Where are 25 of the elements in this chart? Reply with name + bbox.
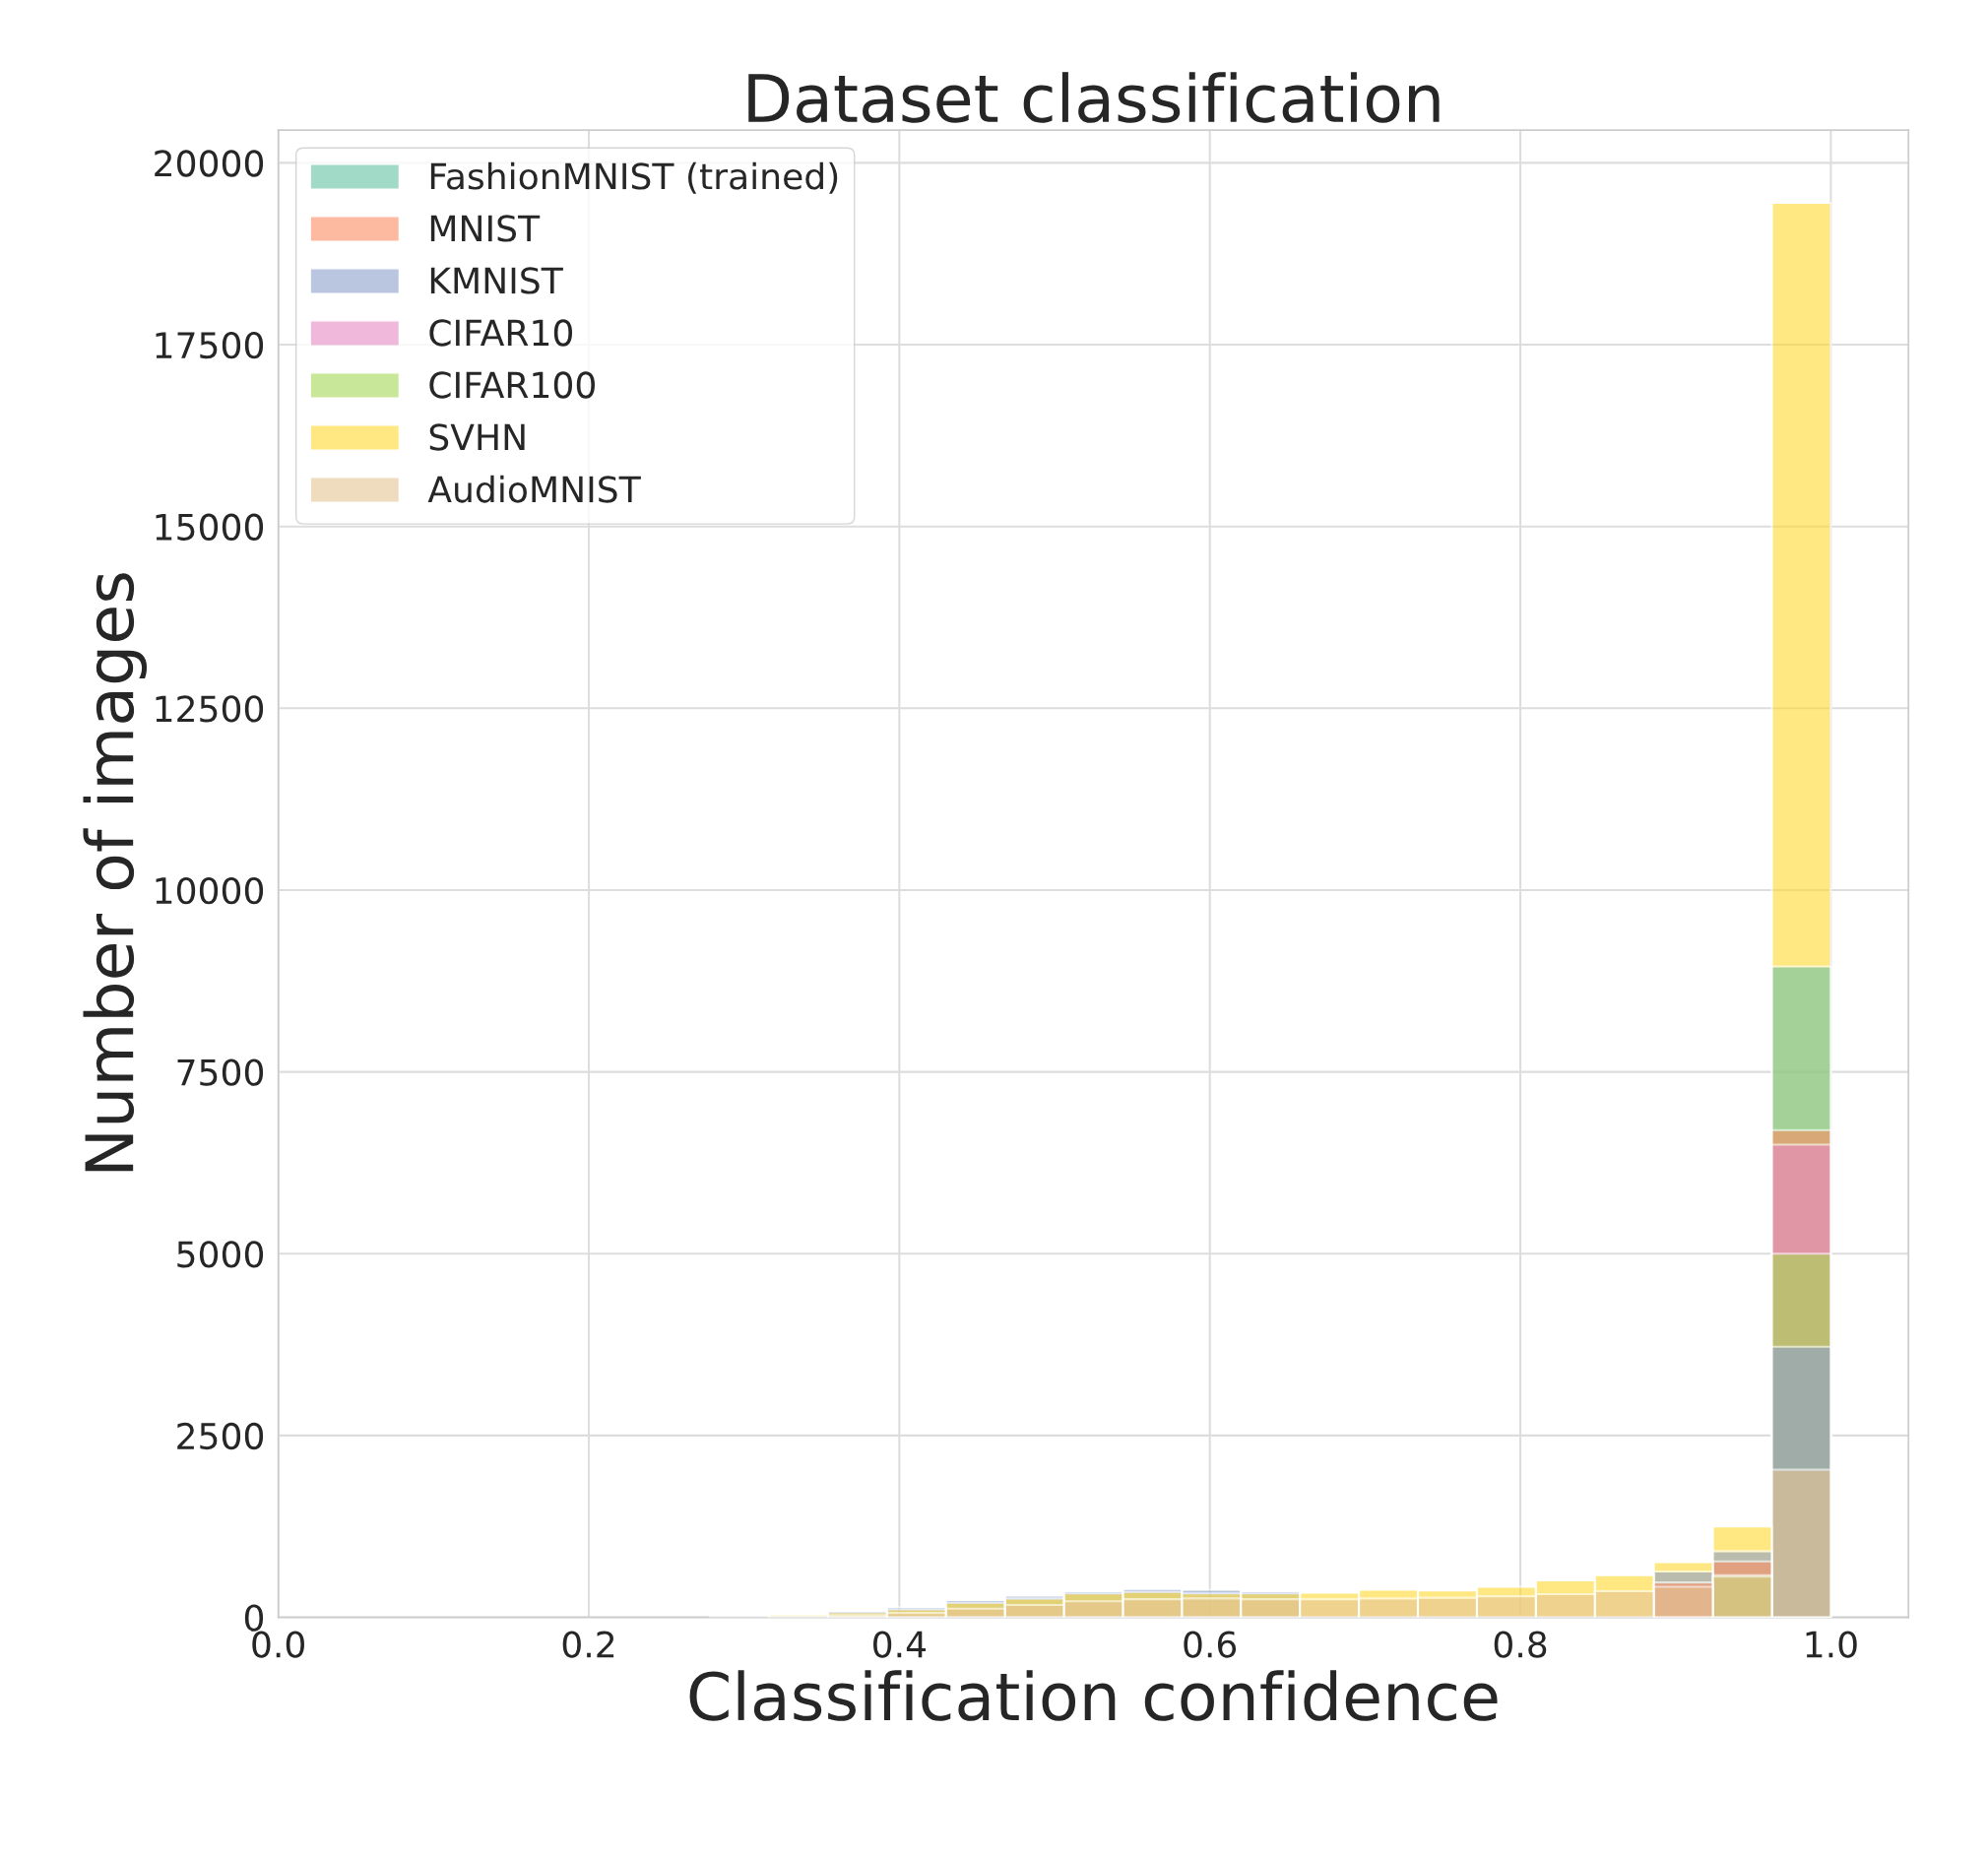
y-tick-label: 12500 xyxy=(156,695,264,723)
chart-title: Dataset classification xyxy=(748,72,1440,123)
legend-label: KMNIST xyxy=(430,267,563,294)
y-tick-label: 2500 xyxy=(177,1422,264,1450)
x-tick-label: 0.6 xyxy=(1184,1631,1237,1658)
x-tick-label: 0.0 xyxy=(252,1631,304,1658)
y-tick-label: 0 xyxy=(244,1604,264,1632)
legend-label: FashionMNIST (trained) xyxy=(430,161,838,194)
y-tick-label: 5000 xyxy=(177,1241,264,1268)
y-tick-label: 7500 xyxy=(177,1058,264,1086)
x-axis-title: Classification confidence xyxy=(689,1670,1498,1721)
x-tick-label: 0.4 xyxy=(873,1631,927,1658)
y-tick-label: 15000 xyxy=(156,513,264,541)
x-tick-label: 0.2 xyxy=(562,1631,614,1658)
y-tick-label: 17500 xyxy=(156,331,264,359)
legend-label: SVHN xyxy=(429,423,525,451)
legend-label: CIFAR100 xyxy=(429,371,595,399)
legend-label: CIFAR10 xyxy=(429,319,573,347)
x-tick-label: 0.8 xyxy=(1494,1631,1547,1658)
y-axis-title: Number of images xyxy=(83,573,148,1172)
legend-label: AudioMNIST xyxy=(427,475,641,503)
y-tick-label: 10000 xyxy=(156,876,264,905)
y-tick-label: 20000 xyxy=(155,150,264,177)
legend-label: MNIST xyxy=(430,215,541,242)
x-tick-label: 1.0 xyxy=(1806,1631,1857,1658)
